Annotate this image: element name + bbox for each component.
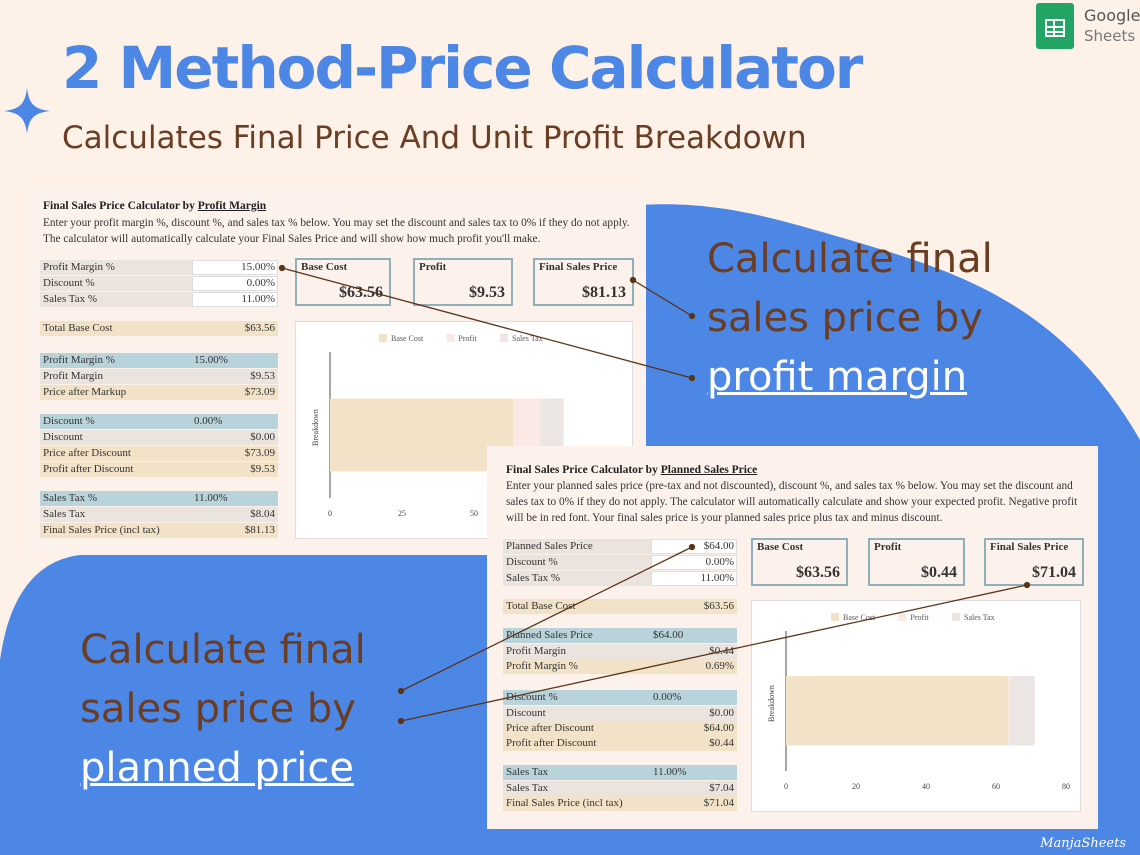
x-tick-label: 0 [328, 509, 332, 518]
annotation-profit-margin: Calculate final sales price by profit ma… [707, 230, 993, 407]
section-header-row: Discount % 0.00% [503, 690, 737, 705]
x-tick-label: 60 [992, 782, 1000, 791]
profit-box: Profit $9.53 [413, 258, 513, 306]
legend-label: Base Cost [843, 613, 876, 622]
signature: ManjaSheets [1040, 836, 1126, 851]
table-row: Discount $0.00 [40, 430, 278, 445]
breakdown-chart: Base Cost Profit Sales Tax Breakdown 0 20 40 60… [751, 600, 1081, 812]
legend-label: Base Cost [391, 334, 424, 343]
panel-title: Final Sales Price Calculator by Profit M… [43, 200, 267, 212]
x-tick-label: 0 [784, 782, 788, 791]
panel-title: Final Sales Price Calculator by Planned … [506, 464, 758, 476]
x-tick-label: 40 [922, 782, 930, 791]
chart-svg: Base Cost Profit Sales Tax Breakdown 0 20 40 60… [767, 613, 1070, 791]
input-label-row: Sales Tax % [503, 571, 651, 586]
planned-price-calculator-panel: Final Sales Price Calculator by Planned … [487, 446, 1098, 829]
profit-margin-input[interactable]: 15.00% [192, 260, 278, 275]
total-base-cost-row: Total Base Cost $63.56 [503, 599, 737, 614]
page-subtitle: Calculates Final Price And Unit Profit B… [62, 120, 807, 156]
profit-margin-link[interactable]: profit margin [707, 354, 968, 400]
panel-description: Enter your planned sales price (pre-tax … [506, 480, 1078, 524]
legend-swatch [446, 334, 455, 342]
table-row: Price after Discount $64.00 [503, 721, 737, 736]
input-label-row: Planned Sales Price [503, 539, 651, 554]
x-tick-label: 50 [470, 509, 478, 518]
table-row: Final Sales Price (incl tax) $71.04 [503, 796, 737, 811]
table-row: Profit after Discount $9.53 [40, 462, 278, 477]
panel-title-link: Profit Margin [197, 200, 267, 212]
section-header-row: Planned Sales Price $64.00 [503, 628, 737, 643]
legend-swatch [831, 613, 839, 621]
base-cost-box: Base Cost $63.56 [751, 538, 848, 586]
x-tick-label: 20 [852, 782, 860, 791]
section-header-row: Profit Margin % 15.00% [40, 353, 278, 368]
table-row: Profit Margin % 0.69% [503, 659, 737, 674]
table-row: Profit after Discount $0.44 [503, 736, 737, 751]
x-tick-label: 25 [398, 509, 406, 518]
discount-input[interactable]: 0.00% [192, 276, 278, 291]
panel-description: Enter your profit margin %, discount %, … [43, 217, 630, 245]
table-row: Price after Markup $73.09 [40, 385, 278, 400]
total-base-cost-row: Total Base Cost $63.56 [40, 321, 278, 336]
section-header-row: Sales Tax 11.00% [503, 765, 737, 780]
y-axis-label: Breakdown [767, 685, 776, 722]
annotation-planned-price: Calculate final sales price by planned p… [80, 621, 366, 798]
sales-tax-input[interactable]: 11.00% [651, 571, 737, 586]
legend-swatch [898, 613, 907, 621]
table-row: Discount $0.00 [503, 706, 737, 721]
input-label-row: Sales Tax % [40, 292, 192, 307]
input-label-row: Discount % [40, 276, 192, 291]
table-row: Profit Margin $0.44 [503, 644, 737, 659]
legend-label: Profit [458, 334, 477, 343]
base-cost-box: Base Cost $63.56 [295, 258, 391, 306]
legend-label: Profit [910, 613, 929, 622]
panel-title-link: Planned Sales Price [660, 464, 758, 476]
planned-price-link[interactable]: planned price [80, 745, 354, 791]
section-header-row: Sales Tax % 11.00% [40, 491, 278, 506]
legend-swatch [500, 334, 508, 342]
table-row: Profit Margin $9.53 [40, 369, 278, 384]
google-sheets-logo: Google Sheets [1036, 3, 1140, 49]
x-tick-label: 80 [1062, 782, 1070, 791]
bar-segment [1010, 675, 1035, 746]
final-sales-price-box: Final Sales Price $71.04 [984, 538, 1084, 586]
planned-sales-price-input[interactable]: $64.00 [651, 539, 737, 554]
bar-segment [786, 675, 1009, 746]
y-axis-label: Breakdown [311, 409, 320, 446]
table-row: Final Sales Price (incl tax) $81.13 [40, 523, 278, 538]
input-label-row: Profit Margin % [40, 260, 192, 275]
legend-label: Sales Tax [964, 613, 995, 622]
table-row: Sales Tax $8.04 [40, 507, 278, 522]
legend-label: Sales Tax [512, 334, 543, 343]
input-label-row: Discount % [503, 555, 651, 570]
legend-swatch [952, 613, 960, 621]
sales-tax-input[interactable]: 11.00% [192, 292, 278, 307]
bar-segment [1008, 675, 1010, 746]
brand-name-line1: Google [1084, 6, 1140, 25]
brand-name-line2: Sheets [1084, 27, 1136, 45]
profit-box: Profit $0.44 [868, 538, 965, 586]
legend-swatch [379, 334, 387, 342]
discount-input[interactable]: 0.00% [651, 555, 737, 570]
section-header-row: Discount % 0.00% [40, 414, 278, 429]
table-row: Price after Discount $73.09 [40, 446, 278, 461]
google-sheets-icon [1036, 3, 1074, 49]
page-title: 2 Method-Price Calculator [62, 34, 863, 102]
bar-segment [330, 398, 514, 472]
sparkle-icon [4, 88, 50, 134]
table-row: Sales Tax $7.04 [503, 781, 737, 796]
final-sales-price-box: Final Sales Price $81.13 [533, 258, 634, 306]
